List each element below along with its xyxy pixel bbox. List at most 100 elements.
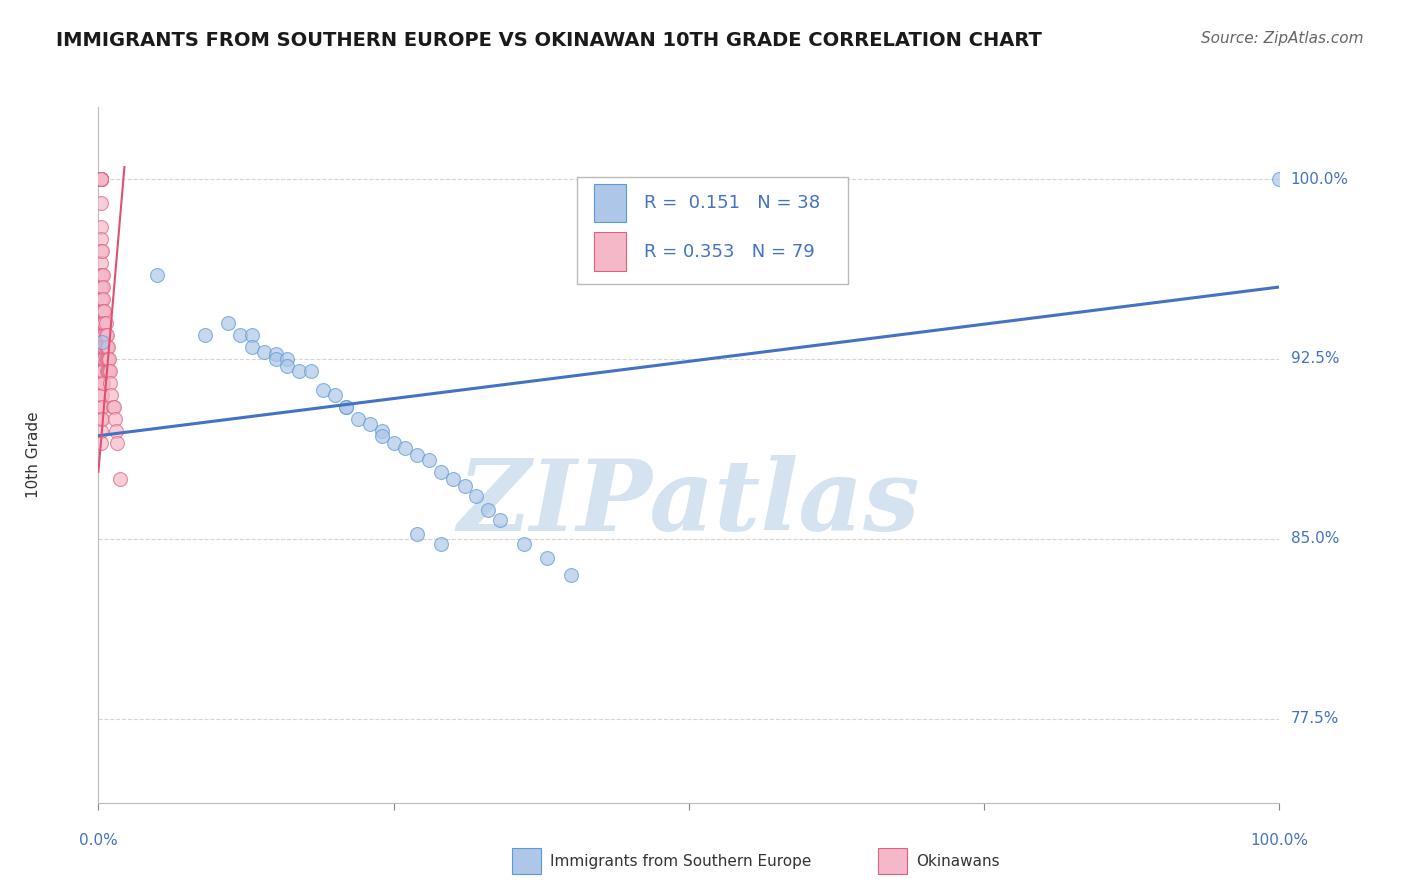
Point <box>253 344 276 359</box>
Point <box>104 412 127 426</box>
Point <box>276 351 298 366</box>
FancyBboxPatch shape <box>512 848 541 874</box>
Point <box>91 400 114 414</box>
Point <box>91 340 114 354</box>
Point <box>90 172 112 186</box>
FancyBboxPatch shape <box>877 848 907 874</box>
Point <box>91 304 114 318</box>
Point <box>359 417 381 431</box>
Point <box>90 172 112 186</box>
Point <box>105 436 128 450</box>
Point <box>91 364 114 378</box>
Point <box>98 376 121 390</box>
Point <box>98 351 121 366</box>
Text: 85.0%: 85.0% <box>1291 532 1339 547</box>
Point <box>90 219 112 234</box>
Point <box>91 280 114 294</box>
Point <box>98 364 121 378</box>
Text: IMMIGRANTS FROM SOUTHERN EUROPE VS OKINAWAN 10TH GRADE CORRELATION CHART: IMMIGRANTS FROM SOUTHERN EUROPE VS OKINA… <box>56 31 1042 50</box>
Point <box>100 388 122 402</box>
Point <box>91 376 114 390</box>
Point <box>108 472 131 486</box>
Point <box>90 316 112 330</box>
Point <box>97 364 120 378</box>
FancyBboxPatch shape <box>595 232 626 270</box>
Point <box>97 340 120 354</box>
Point <box>91 376 114 390</box>
Point <box>91 328 114 343</box>
Text: Source: ZipAtlas.com: Source: ZipAtlas.com <box>1201 31 1364 46</box>
Point <box>91 268 114 282</box>
Point <box>323 388 346 402</box>
Point <box>90 196 112 211</box>
Point <box>97 351 120 366</box>
Point <box>441 472 464 486</box>
Point <box>371 424 394 438</box>
Point <box>90 172 112 186</box>
Point <box>101 400 124 414</box>
Point <box>96 328 118 343</box>
Point <box>91 292 114 306</box>
Point <box>93 316 115 330</box>
Point <box>90 364 112 378</box>
Point <box>1268 172 1291 186</box>
Point <box>91 351 114 366</box>
Point <box>194 328 217 343</box>
Point <box>90 292 112 306</box>
Point <box>394 441 416 455</box>
Point <box>347 412 370 426</box>
Point <box>146 268 169 282</box>
Text: 100.0%: 100.0% <box>1250 833 1309 848</box>
Point <box>312 383 335 397</box>
Point <box>98 364 121 378</box>
Point <box>90 351 112 366</box>
Point <box>90 304 112 318</box>
Point <box>276 359 298 373</box>
Point <box>96 351 118 366</box>
Point <box>91 316 114 330</box>
Point <box>430 537 453 551</box>
Point <box>90 232 112 246</box>
Point <box>90 436 112 450</box>
Point <box>91 328 114 343</box>
Point <box>90 388 112 402</box>
Text: 92.5%: 92.5% <box>1291 351 1339 367</box>
Point <box>91 351 114 366</box>
Point <box>91 412 114 426</box>
Text: Immigrants from Southern Europe: Immigrants from Southern Europe <box>550 854 811 869</box>
Point <box>217 316 239 330</box>
Point <box>90 280 112 294</box>
Point <box>264 347 287 361</box>
Text: 0.0%: 0.0% <box>79 833 118 848</box>
Point <box>465 489 488 503</box>
Point <box>90 424 112 438</box>
Point <box>90 328 112 343</box>
Point <box>382 436 405 450</box>
Point <box>90 376 112 390</box>
Point <box>96 364 118 378</box>
Point <box>90 172 112 186</box>
Point <box>512 537 534 551</box>
Point <box>94 316 117 330</box>
Point <box>335 400 357 414</box>
Point <box>96 340 118 354</box>
Point <box>91 304 114 318</box>
Text: R =  0.151   N = 38: R = 0.151 N = 38 <box>644 194 820 212</box>
Point <box>90 256 112 270</box>
Point <box>264 351 287 366</box>
Point <box>91 244 114 258</box>
Point <box>91 268 114 282</box>
Point <box>240 340 263 354</box>
Point <box>94 340 117 354</box>
Point <box>94 351 117 366</box>
Point <box>91 364 114 378</box>
Point <box>93 328 115 343</box>
FancyBboxPatch shape <box>576 177 848 285</box>
Point <box>371 428 394 442</box>
Point <box>406 527 429 541</box>
FancyBboxPatch shape <box>595 184 626 222</box>
Point <box>240 328 263 343</box>
Text: R = 0.353   N = 79: R = 0.353 N = 79 <box>644 243 815 260</box>
Point <box>335 400 357 414</box>
Point <box>453 479 475 493</box>
